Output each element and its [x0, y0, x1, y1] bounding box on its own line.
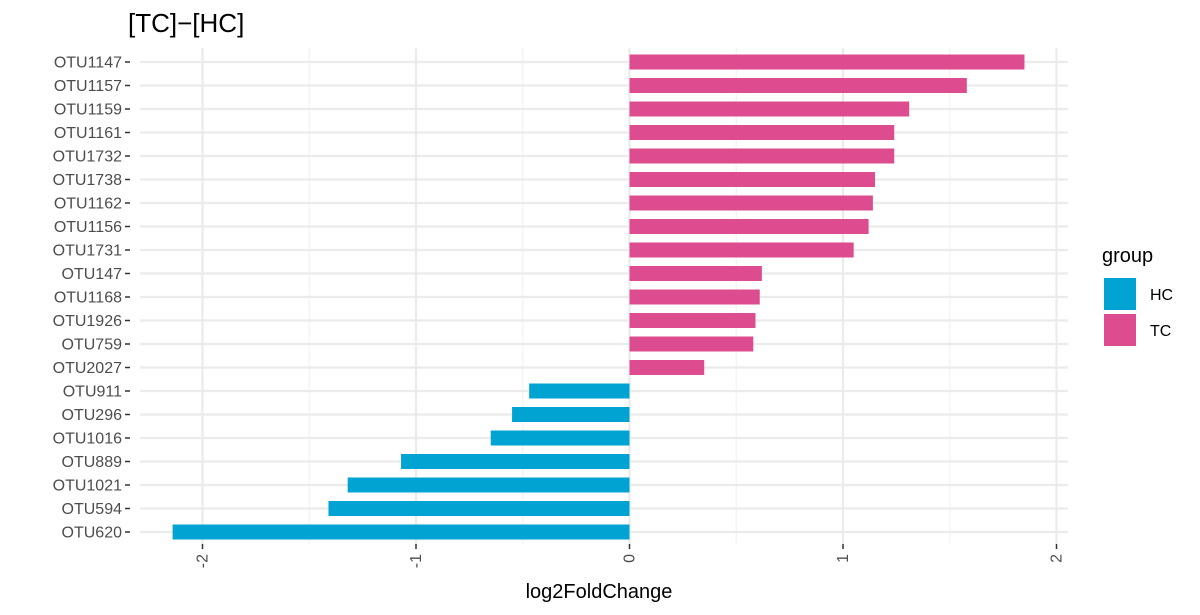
chart-title: [TC]−[HC] [128, 8, 244, 38]
x-tick-label: 1 [835, 554, 852, 563]
y-tick-label: OTU1161 [54, 125, 122, 142]
bar-otu889 [401, 454, 630, 469]
y-tick-label: OTU1157 [54, 78, 122, 95]
y-tick-label: OTU1021 [53, 478, 122, 495]
legend: group HC TC [1102, 245, 1173, 346]
bar-otu759 [629, 336, 754, 352]
y-tick-label: OTU1168 [54, 290, 122, 307]
y-tick-label: OTU147 [62, 266, 123, 283]
bar-otu296 [512, 407, 630, 422]
bar-otu1732 [629, 148, 895, 164]
legend-key-hc [1104, 278, 1136, 310]
bar-otu1021 [347, 477, 630, 493]
bar-otu594 [328, 501, 630, 516]
x-tick-label: 2 [1049, 554, 1066, 563]
y-tick-label: OTU911 [63, 384, 122, 401]
legend-label-tc: TC [1150, 323, 1171, 340]
legend-label-hc: HC [1150, 287, 1173, 304]
bars [172, 54, 1025, 540]
bar-otu1162 [629, 195, 873, 211]
y-tick-label: OTU620 [62, 525, 123, 542]
bar-otu1016 [490, 430, 630, 446]
legend-title: group [1102, 245, 1153, 267]
bar-otu1161 [629, 125, 895, 140]
bar-otu1731 [629, 242, 854, 258]
bar-otu1147 [629, 54, 1025, 70]
bar-otu1738 [629, 172, 876, 187]
x-axis: -2 -1 0 1 2 [195, 544, 1066, 568]
bar-otu2027 [629, 360, 705, 375]
y-tick-label: OTU1162 [54, 196, 122, 213]
x-tick-label: -1 [408, 554, 425, 568]
y-tick-label: OTU1732 [53, 149, 122, 166]
bar-otu620 [172, 524, 630, 540]
bar-otu1157 [629, 78, 967, 93]
y-tick-label: OTU1926 [53, 313, 122, 330]
bar-otu1926 [629, 313, 756, 328]
y-tick-label: OTU296 [62, 407, 123, 424]
bar-otu1168 [629, 289, 760, 305]
legend-key-tc [1104, 314, 1136, 346]
y-tick-label: OTU1156 [54, 219, 122, 236]
y-tick-label: OTU1731 [53, 243, 122, 260]
y-tick-label: OTU1159 [54, 102, 122, 119]
y-tick-label: OTU889 [62, 454, 123, 471]
x-tick-label: 0 [622, 554, 639, 563]
y-tick-label: OTU2027 [53, 360, 122, 377]
y-tick-label: OTU1016 [53, 431, 122, 448]
x-axis-label: log2FoldChange [526, 581, 673, 603]
bar-otu147 [629, 266, 762, 281]
y-tick-label: OTU759 [62, 337, 123, 354]
y-tick-label: OTU1738 [53, 172, 122, 189]
bar-otu1159 [629, 101, 910, 117]
y-axis: OTU1147 OTU1157 OTU1159 OTU1161 OTU1732 OTU17… [53, 55, 130, 542]
y-tick-label: OTU594 [62, 501, 123, 518]
y-tick-label: OTU1147 [54, 55, 122, 72]
bar-otu911 [529, 383, 630, 399]
x-tick-label: -2 [195, 554, 212, 568]
bar-otu1156 [629, 219, 869, 234]
